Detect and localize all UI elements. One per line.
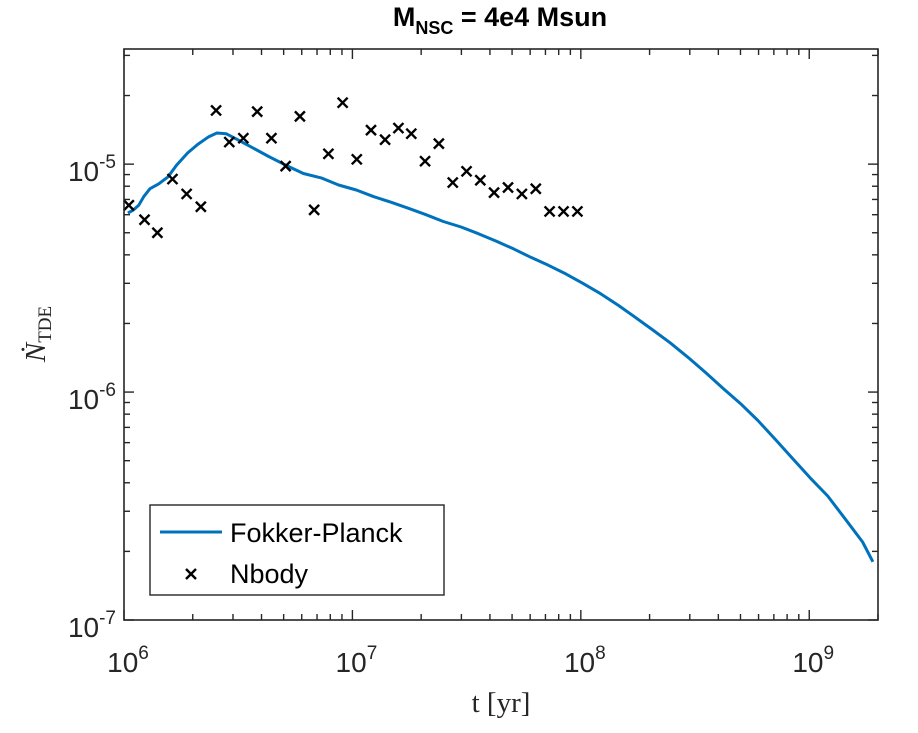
nbody-point (432, 137, 445, 150)
nbody-point (138, 213, 151, 226)
fokker-planck-series (127, 131, 875, 563)
legend-label-fokker-planck: Fokker-Planck (230, 518, 403, 548)
legend-swatch-nbody (185, 568, 197, 580)
nbody-point (446, 176, 459, 189)
nbody-series (122, 96, 584, 239)
nbody-point (529, 182, 542, 195)
nbody-point (516, 188, 528, 200)
x-tick-label: 108 (564, 643, 606, 678)
nbody-point (365, 124, 377, 136)
tick-labels: 106 107 108 109 10-7 10-6 10-5 (68, 152, 834, 678)
nbody-point (488, 186, 500, 199)
nbody-point (294, 110, 306, 123)
nbody-point (557, 205, 570, 218)
x-tick-label: 106 (107, 643, 149, 678)
nbody-point (392, 122, 405, 134)
nbody-point (237, 132, 250, 145)
nbody-point (322, 147, 335, 160)
nbody-point (122, 199, 135, 212)
nbody-point (474, 174, 487, 187)
nbody-point (336, 96, 349, 109)
nbody-point (210, 104, 222, 117)
nbody-point (251, 105, 264, 118)
nbody-point (265, 132, 278, 145)
x-axis-label: t [yr] (472, 687, 531, 719)
x-tick-label: 109 (792, 643, 834, 678)
legend-box (149, 504, 445, 596)
nbody-point (350, 153, 363, 166)
nbody-point (405, 127, 418, 140)
legend-label-nbody: Nbody (230, 559, 309, 589)
x-tick-label: 107 (336, 643, 378, 678)
y-axis-label: ṄTDE (20, 306, 56, 363)
fokker-planck-line (127, 131, 875, 563)
chart-title: MNSC = 4e4 Msun (393, 2, 607, 38)
nbody-point (308, 204, 321, 216)
nbody-point (166, 173, 179, 185)
nbody-point (151, 226, 164, 239)
axis-ticks (123, 49, 879, 621)
nbody-point (195, 200, 207, 213)
nbody-point (543, 205, 556, 218)
legend: Fokker-Planck Nbody (149, 504, 445, 596)
nbody-point (279, 160, 292, 172)
plot-area-frame (123, 48, 879, 621)
y-tick-label: 10-5 (68, 152, 116, 187)
nbody-point (180, 188, 193, 200)
y-tick-label: 10-7 (68, 608, 116, 643)
nbody-point (379, 133, 391, 146)
nbody-point (571, 205, 584, 218)
y-tick-label: 10-6 (68, 380, 116, 415)
nbody-point (223, 136, 236, 148)
nbody-point (460, 165, 473, 178)
nbody-point (502, 181, 514, 194)
nbody-point (419, 155, 431, 168)
